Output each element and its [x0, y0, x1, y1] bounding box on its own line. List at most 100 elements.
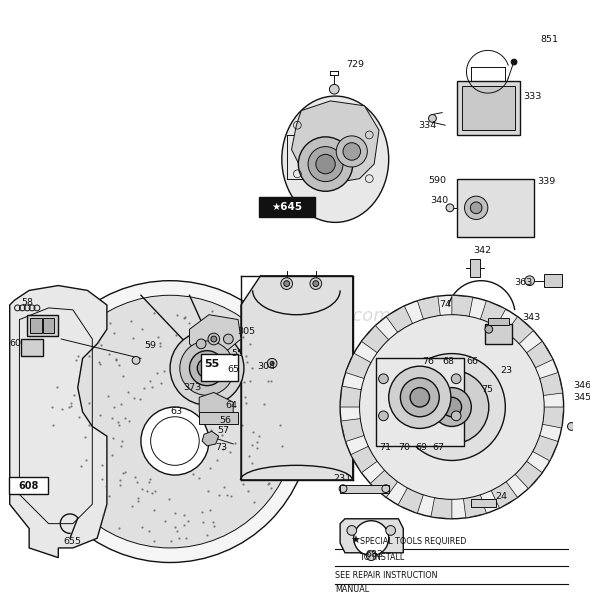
Text: ★645: ★645 — [271, 202, 302, 212]
Polygon shape — [540, 373, 563, 395]
Circle shape — [451, 374, 461, 384]
Text: 340: 340 — [431, 195, 448, 205]
Text: 73: 73 — [215, 443, 227, 452]
Circle shape — [308, 147, 343, 181]
Polygon shape — [291, 101, 379, 183]
Polygon shape — [346, 353, 371, 379]
Circle shape — [44, 295, 296, 548]
Circle shape — [410, 387, 430, 407]
Circle shape — [224, 334, 233, 344]
Circle shape — [329, 85, 339, 94]
Text: ★: ★ — [350, 536, 360, 546]
FancyBboxPatch shape — [9, 477, 48, 495]
Text: 66: 66 — [467, 357, 478, 366]
Circle shape — [379, 411, 388, 421]
FancyBboxPatch shape — [260, 197, 315, 217]
Bar — [488, 318, 509, 325]
Text: 76: 76 — [422, 357, 434, 366]
Polygon shape — [189, 315, 241, 354]
Circle shape — [141, 407, 209, 475]
Polygon shape — [515, 461, 542, 488]
Text: 63: 63 — [170, 407, 182, 417]
Circle shape — [336, 136, 368, 167]
Circle shape — [132, 356, 140, 364]
Circle shape — [446, 204, 454, 212]
Bar — [544, 274, 562, 287]
Polygon shape — [533, 435, 558, 461]
Bar — [461, 86, 515, 130]
Text: TO INSTALL: TO INSTALL — [359, 553, 405, 562]
Text: 339: 339 — [537, 177, 556, 186]
Circle shape — [432, 387, 471, 426]
Circle shape — [211, 336, 217, 342]
Circle shape — [180, 341, 234, 395]
Text: 342: 342 — [473, 246, 491, 255]
Text: 343: 343 — [522, 313, 540, 322]
Circle shape — [347, 526, 356, 535]
Circle shape — [316, 154, 335, 174]
Bar — [27, 315, 58, 336]
Circle shape — [415, 370, 489, 444]
Text: 231: 231 — [333, 474, 352, 484]
Text: 851: 851 — [540, 35, 558, 44]
Circle shape — [442, 397, 461, 417]
Bar — [485, 325, 512, 344]
Circle shape — [170, 331, 244, 405]
Circle shape — [189, 351, 224, 385]
Bar — [30, 318, 42, 333]
Circle shape — [196, 339, 206, 349]
Text: MANUAL: MANUAL — [335, 585, 369, 594]
Bar — [201, 354, 238, 381]
Text: 334: 334 — [418, 121, 436, 130]
Polygon shape — [202, 431, 219, 446]
Bar — [340, 485, 389, 493]
Text: ReplacementParts.com: ReplacementParts.com — [182, 308, 391, 325]
Text: 55: 55 — [204, 359, 219, 369]
Text: 69: 69 — [415, 443, 427, 452]
Circle shape — [202, 364, 212, 373]
Text: 729: 729 — [346, 60, 364, 69]
Text: 608: 608 — [18, 481, 38, 491]
Text: 57: 57 — [218, 426, 230, 435]
Text: 590: 590 — [428, 176, 447, 185]
Circle shape — [284, 281, 290, 286]
Polygon shape — [386, 306, 412, 333]
Circle shape — [389, 366, 451, 428]
Text: 24: 24 — [496, 492, 507, 501]
Text: 333: 333 — [523, 91, 541, 100]
Circle shape — [299, 137, 353, 191]
Circle shape — [470, 202, 482, 214]
Circle shape — [197, 359, 217, 378]
Text: 67: 67 — [432, 443, 444, 452]
Bar — [42, 318, 54, 333]
Text: 71: 71 — [379, 443, 391, 452]
Polygon shape — [480, 301, 506, 326]
Circle shape — [511, 59, 517, 65]
Text: 59: 59 — [144, 341, 156, 350]
Polygon shape — [341, 418, 364, 442]
Circle shape — [451, 411, 461, 421]
Polygon shape — [526, 341, 553, 368]
Polygon shape — [506, 317, 533, 344]
Text: 305: 305 — [237, 326, 255, 336]
Text: 74: 74 — [439, 300, 451, 309]
Text: 75: 75 — [481, 385, 493, 394]
Polygon shape — [417, 296, 440, 319]
Circle shape — [340, 295, 563, 519]
Circle shape — [428, 114, 437, 122]
Circle shape — [267, 359, 277, 368]
Bar — [470, 259, 480, 277]
Text: 373: 373 — [183, 383, 202, 392]
Text: 23: 23 — [500, 365, 513, 375]
Polygon shape — [9, 286, 107, 558]
Text: 64: 64 — [225, 401, 237, 410]
Circle shape — [464, 196, 488, 219]
Polygon shape — [340, 386, 361, 407]
Text: 68: 68 — [442, 357, 454, 366]
Text: 345: 345 — [573, 393, 590, 402]
Circle shape — [366, 551, 376, 560]
Circle shape — [354, 521, 389, 555]
Text: 363: 363 — [514, 278, 532, 287]
Ellipse shape — [282, 96, 389, 222]
Text: 304: 304 — [257, 362, 276, 371]
